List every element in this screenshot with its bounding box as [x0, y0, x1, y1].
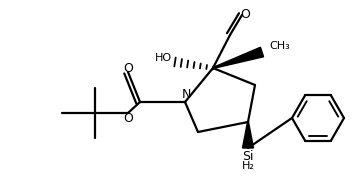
Text: N: N [181, 88, 191, 101]
Text: Si: Si [242, 151, 254, 164]
Text: CH₃: CH₃ [269, 41, 290, 51]
Polygon shape [213, 47, 264, 69]
Text: HO: HO [155, 53, 172, 63]
Text: H₂: H₂ [242, 161, 254, 171]
Text: O: O [240, 7, 250, 20]
Text: O: O [123, 62, 133, 75]
Polygon shape [242, 122, 253, 148]
Text: O: O [123, 111, 133, 124]
